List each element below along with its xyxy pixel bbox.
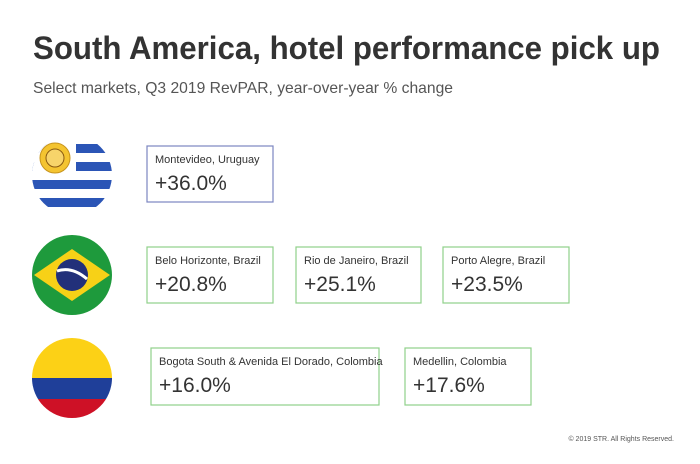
market-name: Porto Alegre, Brazil xyxy=(451,255,545,267)
market-change: +25.1% xyxy=(304,273,376,296)
market-change: +36.0% xyxy=(155,172,227,195)
market-box xyxy=(150,347,380,406)
market-change: +23.5% xyxy=(451,273,523,296)
subtitle: Select markets, Q3 2019 RevPAR, year-ove… xyxy=(33,80,453,97)
market-name: Medellin, Colombia xyxy=(413,356,507,368)
market-box xyxy=(295,246,422,304)
market-change: +20.8% xyxy=(155,273,227,296)
market-name: Belo Horizonte, Brazil xyxy=(155,255,261,267)
market-name: Montevideo, Uruguay xyxy=(155,154,260,166)
market-box xyxy=(146,246,274,304)
footer: © 2019 STR. All Rights Reserved. xyxy=(568,435,674,443)
flag-uruguay xyxy=(32,135,112,215)
flag-brazil xyxy=(32,235,112,315)
market-name: Bogota South & Avenida El Dorado, Colomb… xyxy=(159,356,383,368)
title: South America, hotel performance pick up xyxy=(33,30,660,66)
market-change: +16.0% xyxy=(159,374,231,397)
market-box xyxy=(146,145,274,203)
market-change: +17.6% xyxy=(413,374,485,397)
market-name: Rio de Janeiro, Brazil xyxy=(304,255,409,267)
market-box xyxy=(404,347,532,406)
market-box xyxy=(442,246,570,304)
